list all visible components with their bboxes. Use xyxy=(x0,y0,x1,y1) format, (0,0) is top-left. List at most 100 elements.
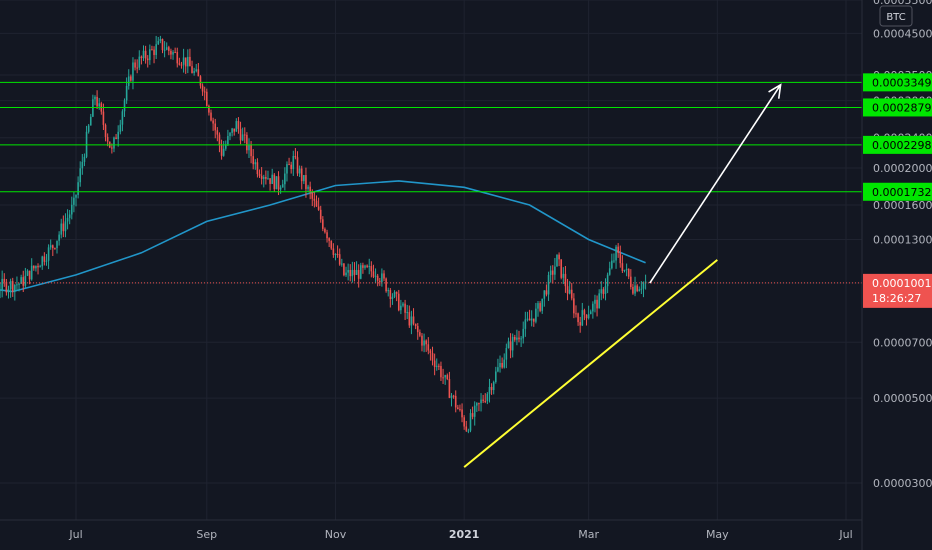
candle-body xyxy=(18,283,20,285)
candle-body xyxy=(267,178,269,180)
candle-body xyxy=(374,275,377,277)
candle-body xyxy=(127,76,130,86)
candle-body xyxy=(284,173,286,185)
candle-body xyxy=(596,299,598,309)
candle-body xyxy=(315,200,318,207)
currency-badge-box[interactable] xyxy=(879,5,913,27)
candle-body xyxy=(562,273,565,278)
candle-body xyxy=(24,275,27,286)
candle-body xyxy=(182,57,185,65)
candle-body xyxy=(136,67,138,69)
candle-body xyxy=(554,266,556,275)
candle-body xyxy=(389,290,392,300)
candle-body xyxy=(290,164,292,170)
candle-body xyxy=(275,176,278,190)
candle-body xyxy=(606,274,609,287)
candle-body xyxy=(39,266,41,268)
candle-body xyxy=(507,341,510,349)
candle-body xyxy=(203,91,206,93)
candle-body xyxy=(262,176,265,179)
candle-body xyxy=(549,270,552,275)
candle-body xyxy=(334,253,337,255)
candle-body xyxy=(132,62,134,81)
candle-body xyxy=(210,112,212,121)
candle-body xyxy=(11,281,14,292)
candle-body xyxy=(197,69,200,77)
candle-body xyxy=(383,273,385,279)
candle-body xyxy=(28,270,31,280)
projection-arrow-head[interactable] xyxy=(768,83,782,99)
candle-body xyxy=(336,253,339,255)
level-label-box xyxy=(863,135,932,154)
candle-body xyxy=(106,136,109,142)
candle-body xyxy=(254,162,257,165)
candle-body xyxy=(142,50,145,59)
candle-body xyxy=(170,50,172,55)
candle-body xyxy=(537,303,539,309)
candle-body xyxy=(7,289,10,293)
candle-body xyxy=(231,128,233,133)
candle-body xyxy=(269,178,271,184)
candle-body xyxy=(165,47,168,50)
candle-body xyxy=(130,76,132,81)
candle-body xyxy=(54,248,56,250)
candle-body xyxy=(400,305,402,311)
x-tick-label: Jul xyxy=(838,528,852,541)
candle-body xyxy=(524,319,527,329)
candle-body xyxy=(155,44,157,55)
candle-body xyxy=(338,254,341,265)
candle-body xyxy=(545,290,548,295)
candle-body xyxy=(532,318,535,322)
candle-body xyxy=(246,134,248,151)
candle-body xyxy=(621,263,624,271)
level-label-box xyxy=(863,98,932,117)
candle-body xyxy=(410,316,413,326)
candle-body xyxy=(94,96,96,100)
x-tick-label: May xyxy=(706,528,729,541)
candle-body xyxy=(608,268,611,275)
candle-body xyxy=(37,265,39,268)
candle-body xyxy=(469,413,472,431)
candle-body xyxy=(271,174,273,184)
candle-body xyxy=(463,417,465,427)
candle-body xyxy=(579,322,581,326)
projection-arrow-shaft[interactable] xyxy=(649,84,782,284)
candle-body xyxy=(638,289,641,292)
candle-body xyxy=(324,228,326,233)
time-axis[interactable]: Jul Sep Nov 2021 Mar May Jul xyxy=(68,528,852,541)
candle-body xyxy=(589,311,592,315)
candle-body xyxy=(248,144,250,151)
candle-body xyxy=(370,266,373,272)
candle-body xyxy=(288,164,290,166)
candle-body xyxy=(448,378,451,398)
candle-body xyxy=(598,293,600,309)
current-price-value: 0.00010011 xyxy=(872,277,932,290)
candle-body xyxy=(450,395,453,398)
candle-body xyxy=(281,184,284,188)
candle-body xyxy=(482,399,484,401)
candle-body xyxy=(522,328,525,339)
candle-body xyxy=(184,57,187,67)
candle-body xyxy=(189,56,191,67)
candlestick-layer xyxy=(0,35,647,434)
candle-body xyxy=(117,131,119,140)
candle-body xyxy=(163,49,166,51)
support-trendline[interactable] xyxy=(463,259,718,468)
candle-body xyxy=(575,313,577,315)
candle-body xyxy=(138,56,141,68)
candle-body xyxy=(627,268,630,277)
currency-badge[interactable]: BTC xyxy=(879,5,913,27)
candle-body xyxy=(513,336,516,340)
candle-body xyxy=(279,187,282,190)
candle-body xyxy=(252,156,255,165)
candle-body xyxy=(566,286,569,294)
candle-body xyxy=(56,240,58,249)
candle-body xyxy=(49,245,52,248)
candle-body xyxy=(73,197,75,205)
candle-body xyxy=(376,275,379,281)
candle-body xyxy=(617,246,619,254)
candle-body xyxy=(258,174,261,176)
